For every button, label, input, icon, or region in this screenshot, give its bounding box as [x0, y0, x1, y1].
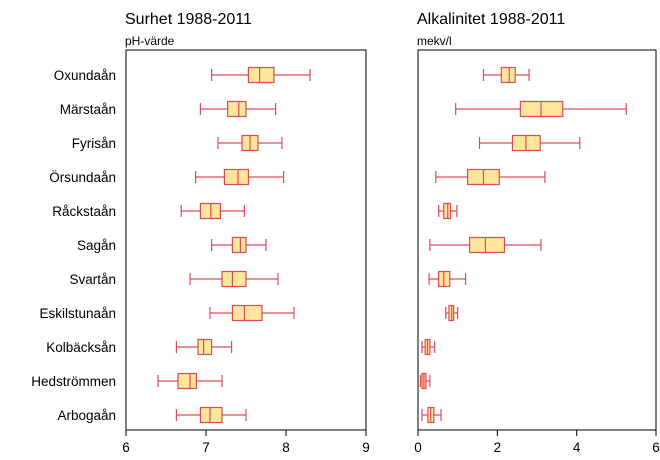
category-label: Sagån	[77, 238, 116, 253]
category-label: Eskilstunaån	[39, 306, 116, 321]
box-alkalinitet-1	[455, 100, 627, 118]
chart-title-surhet: Surhet 1988-2011	[125, 11, 252, 28]
box-surhet-10	[175, 406, 247, 424]
iqr-box	[199, 406, 223, 424]
category-label: Fyrisån	[72, 136, 116, 151]
x-tick-label: 0	[414, 440, 422, 455]
iqr-box	[177, 372, 197, 390]
category-label: Kolbäcksån	[46, 340, 116, 355]
box-surhet-1	[199, 100, 277, 118]
box-surhet-8	[175, 338, 233, 356]
x-tick-label: 9	[362, 440, 370, 455]
box-surhet-2	[217, 134, 283, 152]
box-alkalinitet-5	[429, 236, 542, 254]
iqr-box	[468, 236, 506, 254]
category-label: Svartån	[69, 272, 116, 287]
iqr-box	[500, 66, 516, 84]
box-alkalinitet-7	[445, 304, 459, 322]
boxes-alkalinitet	[419, 66, 627, 424]
box-surhet-6	[189, 270, 279, 288]
category-label: Märstaån	[60, 102, 116, 117]
category-labels: Oxundaån Märstaån Fyrisån Örsundaån Råckstaå…	[31, 68, 116, 423]
category-label: Hedströmmen	[31, 374, 116, 389]
x-axis-surhet: 6 7 8 9	[122, 430, 370, 455]
box-surhet-7	[209, 304, 295, 322]
plot-frame-surhet	[125, 49, 367, 431]
iqr-box	[247, 66, 275, 84]
box-surhet-0	[211, 66, 311, 84]
x-tick-label: 8	[282, 440, 290, 455]
chart-subtitle-surhet: pH-värde	[125, 34, 175, 48]
box-alkalinitet-9	[419, 372, 431, 390]
boxes-surhet	[157, 66, 311, 424]
box-surhet-3	[195, 168, 285, 186]
box-alkalinitet-2	[478, 134, 581, 152]
iqr-box	[197, 338, 213, 356]
x-tick-label: 6	[652, 440, 660, 455]
category-label: Arbogaån	[57, 408, 116, 423]
iqr-box	[231, 304, 263, 322]
box-surhet-9	[157, 372, 223, 390]
iqr-box	[227, 100, 247, 118]
chart-subtitle-alkalinitet: mekv/l	[417, 34, 452, 48]
category-label: Råckstaån	[52, 204, 116, 219]
box-alkalinitet-6	[428, 270, 467, 288]
iqr-box	[223, 168, 249, 186]
x-tick-label: 6	[122, 440, 130, 455]
iqr-box	[231, 236, 247, 254]
x-tick-label: 2	[494, 440, 502, 455]
box-surhet-4	[180, 202, 245, 220]
x-tick-label: 7	[202, 440, 210, 455]
box-alkalinitet-4	[438, 202, 458, 220]
box-alkalinitet-8	[421, 338, 436, 356]
chart-title-alkalinitet: Alkalinitet 1988-2011	[417, 11, 565, 28]
box-surhet-5	[211, 236, 267, 254]
x-axis-alkalinitet: 0 2 4 6	[414, 430, 660, 455]
x-tick-label: 4	[573, 440, 581, 455]
category-label: Örsundaån	[49, 170, 116, 185]
box-alkalinitet-10	[421, 406, 442, 424]
iqr-box	[221, 270, 247, 288]
plot-frame-alkalinitet	[417, 49, 657, 431]
category-label: Oxundaån	[54, 68, 116, 83]
box-alkalinitet-3	[435, 168, 546, 186]
box-alkalinitet-0	[482, 66, 530, 84]
